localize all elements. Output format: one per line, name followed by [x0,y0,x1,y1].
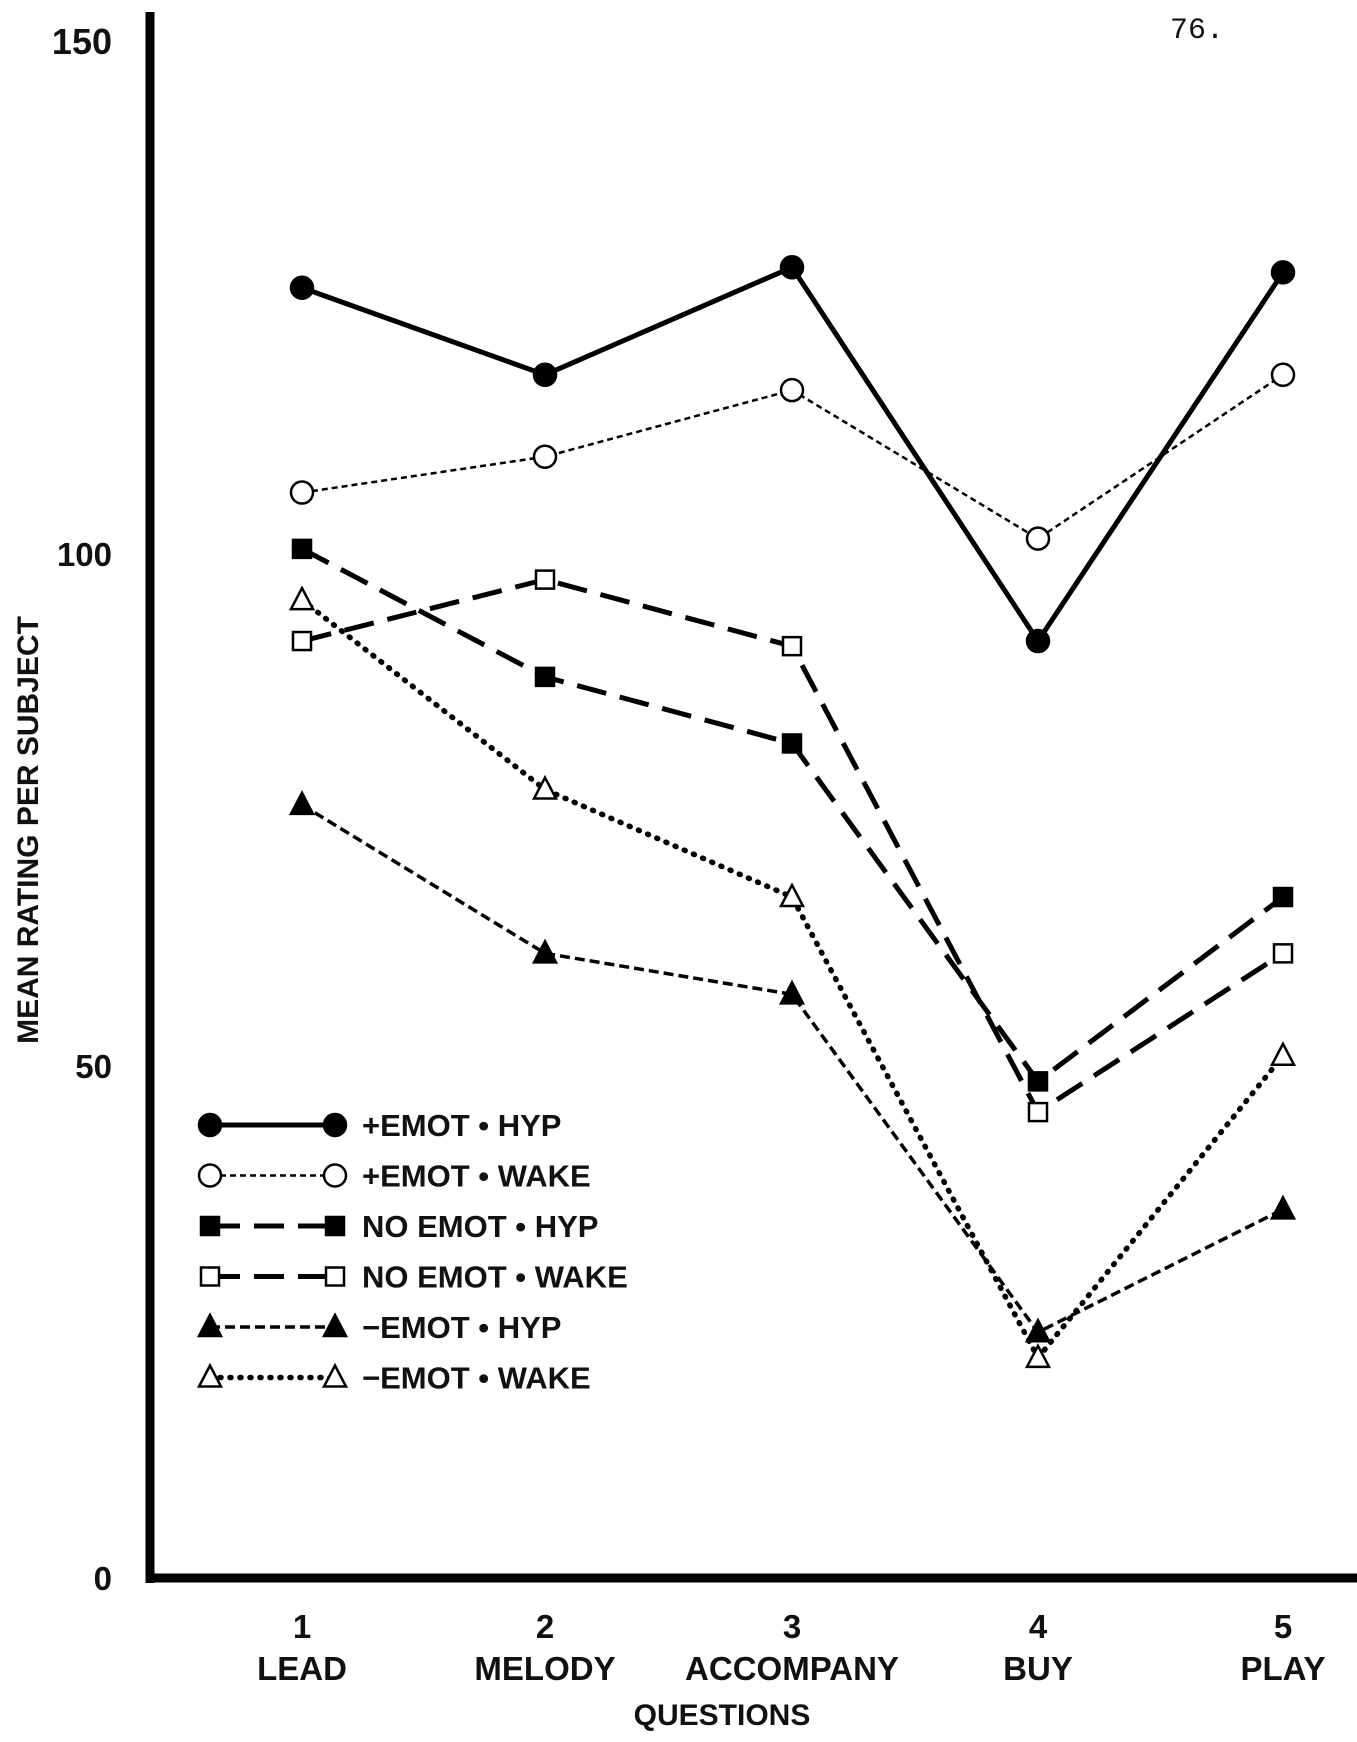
page-number: 76. [1170,14,1224,48]
legend-marker [196,1362,224,1388]
legend-marker [199,1215,221,1237]
data-point [531,774,559,800]
series-line-6 [299,597,1286,1361]
data-point [532,362,558,388]
axes [145,12,1357,1583]
legend-marker [197,1112,223,1138]
legend-marker [324,1215,346,1237]
data-point [1027,1071,1049,1092]
data-point [781,733,803,754]
series-line-5 [301,803,1284,1334]
legend-label: NO EMOT • WAKE [362,1260,628,1295]
legend-label: −EMOT • WAKE [362,1361,591,1396]
legend-marker [196,1312,224,1338]
data-point [1025,628,1051,654]
series-line-1 [301,264,1286,644]
series-markers [288,255,1297,1369]
data-point [1269,1041,1297,1067]
legend-label: NO EMOT • HYP [362,1209,598,1244]
x-tick-label: LEAD [257,1650,347,1687]
x-tick-label: BUY [1003,1650,1073,1687]
data-point [781,635,803,657]
legend-marker [324,1266,346,1287]
data-point [1269,1194,1297,1220]
series-line-4 [301,577,1285,1115]
x-axis-title: QUESTIONS [634,1699,811,1732]
x-tick-label: ACCOMPANY [685,1650,899,1687]
x-tick-number: 4 [1029,1608,1048,1645]
data-point [291,538,313,560]
legend-label: −EMOT • HYP [362,1310,561,1345]
data-point [288,585,316,611]
legend-marker [321,1362,349,1388]
data-point [534,666,556,688]
data-point [532,444,558,469]
data-point [289,275,315,301]
legend: +EMOT • HYP +EMOT • WAKE NO EMOT • HYP NO E… [196,1108,628,1396]
data-point [1024,1343,1052,1369]
data-point [1270,260,1296,285]
legend-marker [199,1266,221,1287]
legend-marker [322,1112,348,1138]
y-tick-label: 0 [94,1560,112,1597]
data-point [289,480,315,505]
x-tick-number: 2 [536,1608,554,1645]
y-tick-label: 100 [57,536,112,573]
data-point [1025,526,1051,551]
data-point [778,882,806,908]
data-point [779,255,805,280]
data-point [534,569,556,590]
data-point [291,630,313,652]
legend-marker [197,1163,223,1188]
data-point [779,377,805,403]
data-point [531,938,559,964]
x-tick-label: MELODY [474,1650,615,1687]
data-point [288,790,316,816]
y-axis-title: MEAN RATING PER SUBJECT [12,616,45,1044]
data-point [1027,1101,1049,1123]
legend-marker [322,1163,348,1188]
x-tick-number: 5 [1274,1608,1292,1645]
series-lines [299,264,1286,1361]
data-point [1024,1317,1052,1343]
y-tick-label: 50 [75,1048,112,1085]
data-point [1272,943,1294,964]
legend-label: +EMOT • HYP [362,1108,561,1143]
x-tick-label: PLAY [1241,1650,1326,1687]
x-tick-number: 1 [293,1608,311,1645]
data-point [778,979,806,1005]
x-axis-ticks: 1 LEAD 2 MELODY 3 ACCOMPANY 4 BUY 5 PLAY [257,1608,1325,1687]
legend-marker [321,1312,349,1338]
y-tick-label: 150 [52,21,112,62]
x-tick-number: 3 [783,1608,801,1645]
data-point [1270,362,1296,388]
data-point [1272,886,1294,908]
legend-label: +EMOT • WAKE [362,1159,591,1194]
y-axis-ticks: 0 50 100 150 [52,21,112,1597]
